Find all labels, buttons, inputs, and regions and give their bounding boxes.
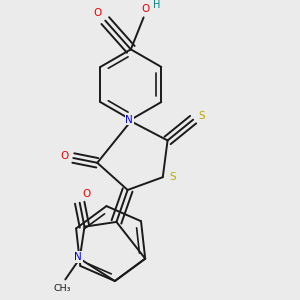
Text: H: H — [153, 0, 160, 10]
Text: N: N — [74, 252, 82, 262]
Text: N: N — [125, 115, 133, 125]
Text: S: S — [199, 112, 206, 122]
Text: O: O — [141, 4, 149, 14]
Text: S: S — [169, 172, 176, 182]
Text: O: O — [93, 8, 101, 18]
Text: O: O — [60, 152, 68, 161]
Text: CH₃: CH₃ — [53, 284, 71, 293]
Text: O: O — [82, 189, 91, 199]
